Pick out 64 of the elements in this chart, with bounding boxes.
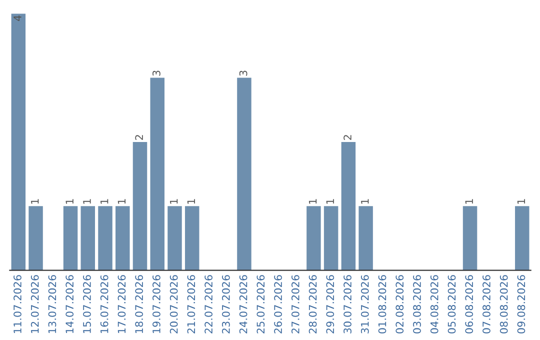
- bar: [98, 206, 112, 270]
- x-tick-label: 02.08.2026: [396, 275, 404, 334]
- x-tick-label: 26.07.2026: [274, 275, 282, 334]
- data-label: 1: [465, 199, 473, 204]
- x-tick-label: 23.07.2026: [222, 275, 230, 334]
- x-tick-label: 14.07.2026: [66, 275, 74, 333]
- bar: [515, 206, 530, 270]
- bar: [116, 206, 130, 270]
- bar: [462, 206, 478, 270]
- x-tick-label: 25.07.2026: [256, 275, 265, 334]
- x-tick-label: 07.08.2026: [482, 275, 490, 334]
- x-tick-label: 09.08.2026: [517, 275, 526, 334]
- data-label: 1: [66, 199, 74, 204]
- x-tick-label: 13.07.2026: [48, 275, 56, 333]
- x-tick-label: 18.07.2026: [135, 275, 144, 333]
- data-label: 1: [31, 199, 39, 204]
- bar: [11, 14, 26, 270]
- bar: [184, 206, 200, 270]
- x-tick-label: 15.07.2026: [83, 275, 91, 333]
- bar: [132, 142, 148, 270]
- bar: [28, 206, 43, 270]
- data-label: 3: [239, 70, 248, 76]
- data-label: 1: [187, 199, 195, 204]
- x-tick-label: 20.07.2026: [170, 275, 178, 334]
- x-tick-label: 11.07.2026: [14, 275, 22, 333]
- x-tick-label: 31.07.2026: [360, 275, 369, 334]
- x-tick-label: 21.07.2026: [187, 275, 196, 334]
- data-label: 2: [135, 135, 143, 140]
- data-label: 1: [100, 199, 108, 204]
- bar: [150, 78, 164, 270]
- x-tick-label: 12.07.2026: [30, 275, 39, 333]
- data-label: 1: [326, 199, 334, 204]
- bar: [341, 142, 356, 270]
- x-tick-label: 01.08.2026: [378, 275, 386, 334]
- x-tick-label: 08.08.2026: [500, 275, 508, 334]
- x-tick-label: 29.07.2026: [326, 275, 334, 334]
- x-tick-label: 28.07.2026: [308, 275, 317, 334]
- bar: [168, 206, 182, 270]
- x-tick-label: 04.08.2026: [430, 275, 438, 334]
- data-label: 1: [83, 199, 91, 204]
- data-label: 1: [517, 199, 526, 204]
- x-tick-label: 03.08.2026: [413, 275, 421, 334]
- x-tick-label: 30.07.2026: [344, 275, 352, 334]
- x-tick-label: 16.07.2026: [100, 275, 108, 333]
- bar: [358, 206, 373, 270]
- data-label: 1: [361, 199, 369, 204]
- data-label: 1: [170, 199, 178, 204]
- data-label: 3: [152, 70, 160, 76]
- x-tick-label: 06.08.2026: [465, 275, 474, 334]
- x-tick-label: 19.07.2026: [152, 275, 160, 333]
- data-label: 4: [14, 15, 22, 21]
- data-label: 1: [308, 199, 317, 204]
- x-tick-label: 05.08.2026: [448, 275, 456, 334]
- bar: [324, 206, 338, 270]
- x-tick-label: 24.07.2026: [239, 275, 248, 334]
- bar: [80, 206, 96, 270]
- x-tick-label: 22.07.2026: [204, 275, 212, 334]
- bar: [63, 206, 78, 270]
- x-tick-label: 27.07.2026: [291, 275, 300, 334]
- bar: [237, 78, 252, 270]
- data-label: 1: [118, 199, 126, 204]
- data-label: 2: [344, 135, 352, 140]
- bar: [306, 206, 321, 270]
- x-tick-label: 17.07.2026: [118, 275, 126, 333]
